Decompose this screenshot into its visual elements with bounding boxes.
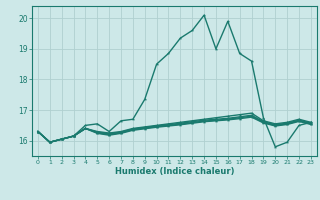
X-axis label: Humidex (Indice chaleur): Humidex (Indice chaleur) <box>115 167 234 176</box>
